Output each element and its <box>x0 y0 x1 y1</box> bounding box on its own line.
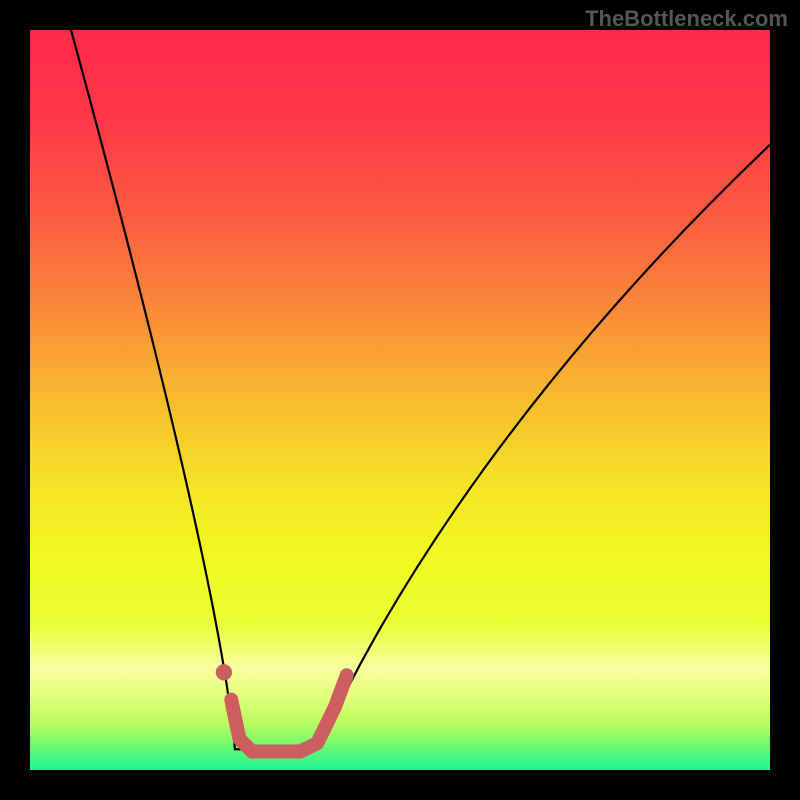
plot-area <box>30 30 770 770</box>
chart-canvas: TheBottleneck.com <box>0 0 800 800</box>
watermark-text: TheBottleneck.com <box>585 6 788 32</box>
gradient-background <box>30 30 770 770</box>
highlight-dot <box>216 664 232 680</box>
plot-svg <box>30 30 770 770</box>
